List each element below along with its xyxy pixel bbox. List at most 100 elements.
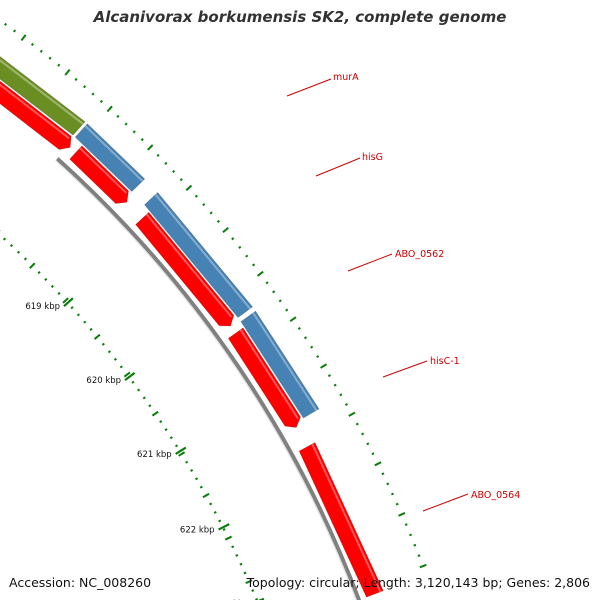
outer-gc-tick (278, 299, 282, 303)
outer-gc-tick (106, 105, 113, 113)
inner-gc-tick (235, 554, 239, 557)
gene-label-hisC-1[interactable]: hisC-1 (430, 356, 460, 367)
inner-gc-tick (107, 350, 111, 354)
cog-feature-murA-shine (0, 59, 84, 125)
cds-feature-ABO_0564[interactable] (298, 442, 384, 598)
ruler-kbp-label: 622 kbp (180, 526, 215, 536)
cds-feature-ABO_0562-shine (145, 213, 233, 318)
gene-leader-line (422, 493, 469, 512)
inner-gc-tick (202, 492, 210, 499)
outer-gc-tick (124, 122, 128, 126)
outer-gc-tick (348, 411, 356, 417)
inner-gc-tick (142, 396, 146, 400)
outer-gc-tick (390, 492, 395, 496)
cds-feature-murA-shine (0, 83, 70, 140)
accession-text: Accession: NC_008260 (9, 575, 152, 590)
inner-gc-tick (199, 485, 203, 489)
inner-gc-tick (218, 519, 222, 523)
cds-feature-hisG-shine (79, 147, 128, 194)
cog-feature-hisC-1[interactable] (240, 310, 320, 419)
outer-gc-tick (371, 452, 375, 456)
ruler-kbp-label: 620 kbp (86, 376, 121, 386)
inner-gc-tick (131, 380, 135, 384)
outer-gc-tick (327, 374, 331, 378)
outer-gc-tick (57, 63, 61, 67)
outer-gc-tick (172, 169, 176, 174)
outer-gc-tick (339, 393, 343, 397)
cog-feature-hisC-1-shine (252, 312, 318, 411)
outer-gc-tick (419, 563, 427, 569)
outer-gc-tick (374, 461, 382, 467)
cds-feature-ABO_0564-shine (311, 443, 382, 593)
inner-gc-tick (174, 444, 179, 448)
inner-gc-tick (113, 357, 117, 361)
inner-gc-tick (213, 510, 217, 514)
outer-gc-tick (48, 56, 52, 60)
inner-gc-tick (194, 477, 199, 481)
gene-leader-line (286, 78, 332, 97)
outer-gc-tick (39, 49, 43, 53)
gene-label-ABO_0564[interactable]: ABO_0564 (471, 490, 520, 501)
gene-label-hisG[interactable]: hisG (362, 152, 383, 163)
map-title: Alcanivorax borkumensis SK2, complete ge… (93, 8, 507, 26)
inner-gc-tick (245, 579, 253, 585)
cog-feature-murA[interactable] (0, 13, 86, 136)
ruler-kbp-label: 621 kbp (137, 450, 172, 460)
cds-feature-hisG[interactable] (69, 145, 129, 204)
cog-feature-ABO_0562[interactable] (144, 192, 253, 318)
inner-gc-tick (16, 250, 21, 254)
inner-gc-tick (93, 333, 101, 340)
inner-gc-tick (209, 502, 213, 506)
outer-gc-tick (303, 336, 308, 340)
inner-gc-tick (44, 277, 48, 282)
cog-feature-hisG[interactable] (74, 123, 146, 192)
inner-gc-tick (76, 313, 80, 317)
outer-gc-tick (156, 153, 160, 157)
outer-gc-tick (13, 29, 17, 33)
outer-gc-tick (285, 308, 289, 312)
gene-label-ABO_0562[interactable]: ABO_0562 (395, 249, 444, 260)
ruler-kbp-label: 619 kbp (25, 302, 60, 312)
inner-gc-tick (29, 262, 36, 269)
gene-label-murA[interactable]: murA (333, 72, 359, 83)
outer-gc-tick (99, 99, 103, 104)
outer-gc-tick (116, 114, 120, 119)
backbone-arc (55, 157, 362, 600)
inner-gc-tick (243, 571, 247, 575)
ruler-tick (175, 446, 187, 455)
outer-gc-tick (409, 533, 413, 537)
outer-gc-tick (179, 178, 183, 182)
outer-gc-tick (361, 432, 365, 436)
outer-gc-tick (333, 383, 337, 387)
outer-gc-tick (164, 161, 168, 165)
ruler-tick (124, 371, 136, 381)
inner-gc-tick (23, 257, 27, 261)
gene-leader-line (382, 360, 428, 378)
outer-gc-tick (344, 403, 348, 406)
inner-gc-tick (185, 460, 189, 464)
outer-gc-tick (386, 482, 390, 486)
cds-feature-murA[interactable] (0, 36, 72, 150)
outer-gc-tick (64, 68, 71, 76)
outer-gc-tick (413, 543, 417, 547)
cds-feature-hisC-1[interactable] (227, 327, 301, 428)
outer-gc-tick (202, 202, 206, 207)
inner-gc-tick (222, 528, 226, 531)
gene-leader-line (347, 253, 393, 272)
inner-gc-tick (50, 284, 55, 288)
inner-gc-tick (2, 237, 7, 241)
outer-gc-tick (83, 85, 87, 89)
outer-gc-tick (404, 523, 408, 527)
inner-gc-tick (57, 291, 61, 295)
inner-gc-tick (83, 320, 87, 324)
outer-gc-tick (4, 22, 8, 26)
cds-feature-ABO_0562[interactable] (135, 211, 235, 327)
outer-gc-tick (417, 554, 421, 558)
inner-gc-tick (89, 327, 93, 331)
inner-gc-tick (9, 244, 14, 248)
outer-gc-tick (265, 281, 269, 285)
topology-text: Topology: circular; Length: 3,120,143 bp… (246, 575, 590, 590)
gene-leader-line (315, 157, 361, 177)
inner-gc-tick (224, 535, 233, 541)
